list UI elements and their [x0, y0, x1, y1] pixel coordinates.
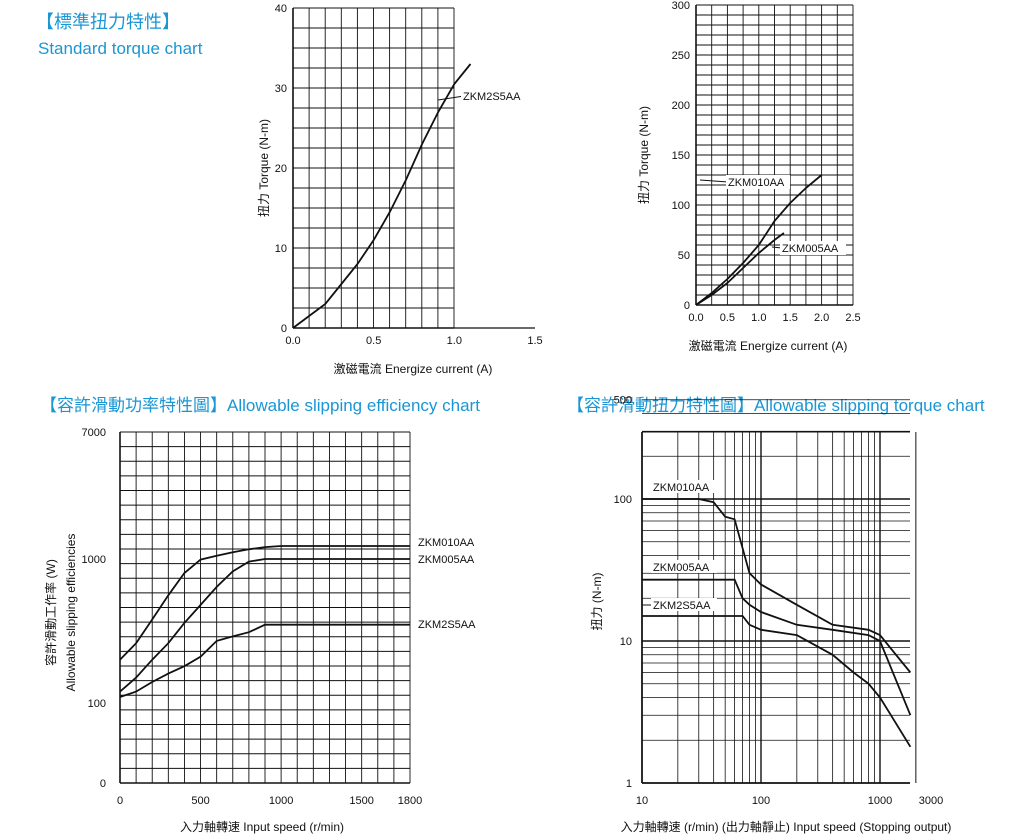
y-tick-label: 150: [672, 150, 690, 162]
x-axis-label: 激磁電流 Energize current (A): [689, 338, 848, 353]
series-line-zkm2s5aa: [119, 623, 410, 698]
x-tick-label: 1000: [868, 795, 892, 807]
y-tick-label: 20: [275, 163, 287, 175]
label-bg: [461, 89, 533, 103]
series-line-zkm005aa: [119, 558, 410, 693]
series-label: ZKM2S5AA: [463, 91, 521, 103]
series-label: ZKM010AA: [653, 482, 710, 494]
x-tick-label: 0.5: [366, 335, 381, 347]
series-line-zkm010aa: [642, 498, 912, 674]
y-axis-label-en: Allowable slipping efficiencies: [64, 534, 78, 692]
series-label: ZKM005AA: [653, 562, 710, 574]
y-tick-label: 7000: [82, 427, 106, 439]
y-tick-label: 0: [100, 778, 106, 790]
y-tick-label: 250: [672, 50, 690, 62]
x-tick-label: 0: [117, 795, 123, 807]
x-tick-label: 0.0: [688, 312, 703, 324]
x-tick-label: 2.0: [814, 312, 829, 324]
y-tick-label: 100: [88, 698, 106, 710]
y-tick-label: 10: [275, 243, 287, 255]
y-axis-label: 扭力 Torque (N-m): [257, 119, 271, 217]
series-line-zkm005aa: [642, 578, 912, 716]
series-label: ZKM005AA: [782, 243, 839, 255]
y-tick-label: 1: [626, 778, 632, 790]
series-label: ZKM005AA: [418, 554, 475, 566]
y-tick-label: 0: [281, 323, 287, 335]
series-label: ZKM010AA: [728, 177, 785, 189]
y-tick-label: 100: [672, 200, 690, 212]
y-tick-label: 500: [614, 395, 632, 407]
series-line-zkm010aa: [119, 545, 410, 661]
x-tick-label: 10: [636, 795, 648, 807]
y-tick-label: 40: [275, 3, 287, 15]
standard-torque-chart-2: 0 50 100 150 200 250 300 0.0 0.5 1.0 1.5 2.0 2.5 激磁電流…: [637, 0, 861, 353]
series-label: ZKM2S5AA: [418, 619, 476, 631]
label-leader: [699, 179, 729, 183]
x-axis-label: 激磁電流 Energize current (A): [334, 361, 493, 376]
y-tick-label: 50: [678, 250, 690, 262]
x-tick-label: 1.5: [527, 335, 542, 347]
x-tick-label: 3000: [919, 795, 943, 807]
y-tick-label: 300: [672, 0, 690, 12]
y-tick-label: 0: [684, 300, 690, 312]
x-tick-label: 1000: [269, 795, 293, 807]
x-tick-label: 500: [191, 795, 209, 807]
slipping-torque-chart: 1 10 100 500 10 100 1000 3000 入力軸轉速 (r/min) (出力軸…: [590, 395, 951, 834]
y-tick-label: 200: [672, 100, 690, 112]
label-bg: [780, 241, 846, 255]
x-tick-label: 100: [752, 795, 770, 807]
y-axis-label: 扭力 (N-m): [590, 573, 604, 631]
series-line-zkm005aa: [695, 232, 785, 306]
x-tick-label: 2.5: [845, 312, 860, 324]
y-axis-label: 扭力 Torque (N-m): [637, 106, 651, 204]
y-tick-label: 10: [620, 636, 632, 648]
x-tick-label: 0.5: [720, 312, 735, 324]
label-bg: [651, 480, 715, 493]
label-leader: [437, 95, 465, 101]
efficiency-title: 【容許滑動功率特性圖】Allowable slipping efficiency…: [40, 396, 480, 415]
slip-torque-title: 【容許滑動扭力特性圖】Allowable slipping torque cha…: [567, 396, 985, 415]
y-axis-label: 容許滑動工作率 (W): [43, 559, 58, 666]
x-axis-label: 入力軸轉速 Input speed (r/min): [180, 820, 344, 834]
series-line-zkm2s5aa: [292, 63, 472, 329]
x-tick-label: 0.0: [285, 335, 300, 347]
series-line-zkm2s5aa: [642, 615, 912, 748]
x-tick-label: 1.0: [447, 335, 462, 347]
x-tick-label: 1800: [398, 795, 422, 807]
y-tick-label: 1000: [82, 554, 106, 566]
standard-title-en: Standard torque chart: [38, 39, 203, 58]
series-label: ZKM2S5AA: [653, 600, 711, 612]
x-tick-label: 1500: [349, 795, 373, 807]
y-tick-label: 30: [275, 83, 287, 95]
x-tick-label: 1.5: [783, 312, 798, 324]
label-bg: [651, 560, 717, 573]
slipping-efficiency-chart: 0 100 1000 7000 0 500 1000 1500 1800 入力軸轉速 Input …: [43, 427, 476, 834]
standard-torque-chart-1: 0 10 20 30 40 0.0 0.5 1.0 1.5 激磁電流 Energize curre…: [257, 3, 543, 376]
series-label: ZKM010AA: [418, 537, 475, 549]
label-bg: [726, 175, 790, 189]
standard-title-zh: 【標準扭力特性】: [36, 12, 180, 32]
x-axis-label: 入力軸轉速 (r/min) (出力軸靜止) Input speed (Stopp…: [621, 820, 952, 834]
y-tick-label: 100: [614, 494, 632, 506]
x-tick-label: 1.0: [751, 312, 766, 324]
label-bg: [651, 598, 717, 611]
series-line-zkm010aa: [695, 174, 823, 306]
